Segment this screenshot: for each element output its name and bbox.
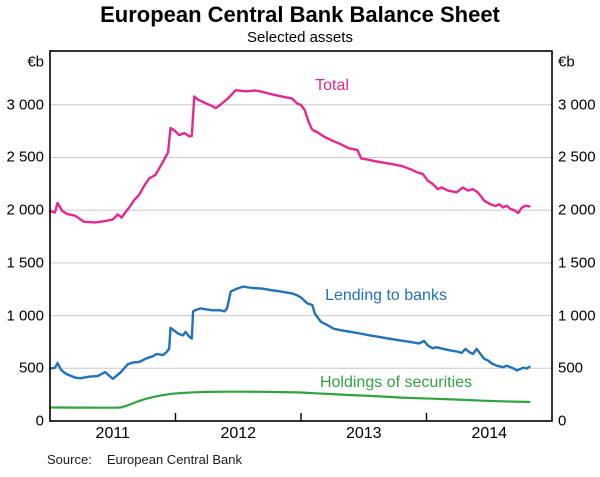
- line-holdings-of-securities: [48, 390, 531, 409]
- y-axis-label-left: 0: [35, 412, 44, 430]
- x-axis-label: 2013: [345, 425, 382, 442]
- y-axis-label-right: 1 000: [558, 307, 596, 325]
- source-note: Source: European Central Bank: [47, 452, 242, 467]
- chart-title: European Central Bank Balance Sheet: [100, 2, 500, 27]
- line-total: [48, 88, 531, 224]
- y-axis-label-right: 2 500: [558, 148, 596, 166]
- x-axis-label: 2011: [95, 425, 130, 442]
- y-axis-label-left: 1 500: [6, 254, 44, 272]
- y-axis-unit-right: €b: [558, 53, 575, 71]
- line-lending-to-banks: [48, 285, 531, 380]
- y-axis-label-right: 500: [558, 359, 584, 377]
- y-axis-label-right: 3 000: [558, 96, 596, 114]
- y-axis-label-left: 3 000: [6, 96, 44, 114]
- x-axis-label: 2012: [220, 425, 257, 442]
- source-label: Source:: [47, 452, 92, 467]
- y-axis-unit-left: €b: [27, 53, 44, 71]
- y-axis-label-left: 500: [18, 359, 44, 377]
- chart-subtitle: Selected assets: [247, 29, 353, 46]
- x-axis-label: 2014: [471, 425, 508, 442]
- y-axis-label-right: 1 500: [558, 254, 596, 272]
- y-axis-label-right: 0: [558, 412, 567, 430]
- y-axis-label-left: 2 500: [6, 148, 44, 166]
- source-text: European Central Bank: [106, 452, 242, 467]
- series-label-total: Total: [315, 77, 349, 94]
- y-axis-label-left: 1 000: [6, 307, 44, 325]
- series-label-lending-to-banks: Lending to banks: [325, 287, 447, 304]
- y-axis-label-left: 2 000: [6, 201, 44, 219]
- series-label-holdings-of-securities: Holdings of securities: [319, 374, 473, 391]
- y-axis-label-right: 2 000: [558, 201, 596, 219]
